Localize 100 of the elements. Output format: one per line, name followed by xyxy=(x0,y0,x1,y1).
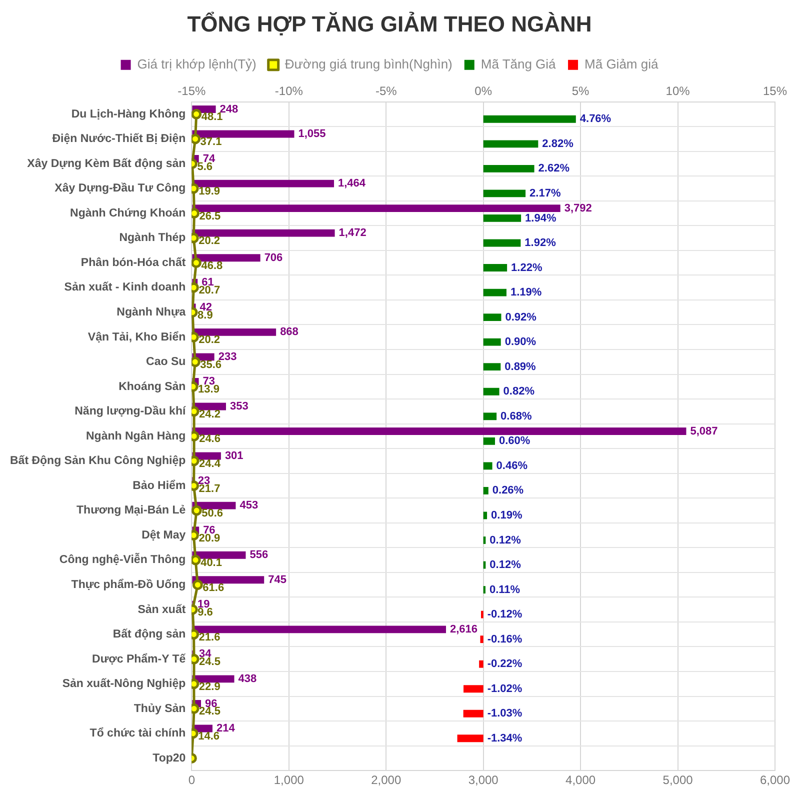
y-tick-label: Năng lượng-Dầu khí xyxy=(74,406,186,418)
y-tick-label: Top20 xyxy=(152,752,186,764)
data-label: 50.6 xyxy=(202,508,224,520)
y-tick-label: Điện Nước-Thiết Bị Điện xyxy=(52,133,186,146)
x-tick-label: 4,000 xyxy=(566,773,596,788)
y-tick-label: Xây Dựng-Đầu Tư Công xyxy=(54,182,186,195)
y-tick-label: Du Lịch-Hàng Không xyxy=(71,108,186,120)
y-tick-label: Bất Động Sản Khu Công Nghiệp xyxy=(10,455,186,468)
y-tick-label: Công nghệ-Viễn Thông xyxy=(59,552,186,566)
data-label: 20.2 xyxy=(198,334,220,346)
data-label: 0.19% xyxy=(491,509,522,522)
y-tick-label: Dược Phẩm-Y Tế xyxy=(92,652,186,666)
y-tick-label: Khoáng Sản xyxy=(118,380,186,393)
chart-title: TỔNG HỢP TĂNG GIẢM THEO NGÀNH xyxy=(187,11,592,36)
data-label: 1.19% xyxy=(510,286,542,299)
data-label: 2.17% xyxy=(530,187,561,200)
data-label: 21.7 xyxy=(198,482,220,495)
x-tick-label: 0 xyxy=(188,773,196,788)
y-tick-label: Cao Su xyxy=(146,356,186,368)
data-label: 745 xyxy=(268,574,286,586)
x2-tick-label: 0% xyxy=(474,84,492,98)
data-label: 1.94% xyxy=(525,212,556,224)
data-label: 0.68% xyxy=(500,410,532,422)
y-tick-label: Ngành Nhựa xyxy=(116,306,186,319)
data-label: 61.6 xyxy=(202,582,224,594)
y-tick-label: Phân bón-Hóa chất xyxy=(80,256,186,269)
x2-tick-label: 10% xyxy=(666,84,690,98)
data-label: 1,464 xyxy=(338,178,366,190)
data-label: 1,472 xyxy=(338,227,366,240)
y-tick-label: Sản xuất xyxy=(138,604,186,616)
y-tick-label: Xây Dựng Kèm Bất động sản xyxy=(27,158,186,170)
x2-tick-label: -5% xyxy=(375,84,398,98)
data-label: 21.6 xyxy=(198,631,220,644)
data-label: 353 xyxy=(230,400,248,413)
data-label: 35.6 xyxy=(200,358,222,371)
data-label: -1.34% xyxy=(487,732,522,744)
x2-tick-label: 5% xyxy=(572,84,590,98)
x-tick-label: 3,000 xyxy=(468,773,499,788)
data-label: 0.89% xyxy=(504,360,536,373)
data-label: 0.12% xyxy=(490,534,522,546)
data-label: 0.12% xyxy=(490,559,522,572)
data-label: 14.6 xyxy=(198,730,220,742)
x2-tick-label: -10% xyxy=(274,84,304,98)
data-label: 3,792 xyxy=(564,202,592,214)
legend-label: Mã Giảm giá xyxy=(584,56,659,72)
data-label: 20.9 xyxy=(198,532,220,544)
data-label: -0.22% xyxy=(487,658,522,670)
legend-label: Mã Tăng Giá xyxy=(480,56,557,72)
data-label: 24.2 xyxy=(199,408,220,420)
x-tick-label: 6,000 xyxy=(760,773,790,788)
data-label: 453 xyxy=(240,500,258,512)
data-label: 2.82% xyxy=(542,138,574,150)
y-tick-label: Ngành Chứng Khoán xyxy=(70,207,186,220)
y-tick-label: Sản xuất - Kinh doanh xyxy=(64,282,186,294)
y-tick-label: Thương Mại-Bán Lẻ xyxy=(76,504,186,517)
data-label: 0.92% xyxy=(505,311,537,324)
data-label: 0.60% xyxy=(499,435,530,448)
data-label: -1.02% xyxy=(487,682,522,695)
data-label: 24.6 xyxy=(199,433,220,446)
data-label: 0.26% xyxy=(492,484,524,497)
data-label: -0.16% xyxy=(487,633,522,646)
data-label: 301 xyxy=(224,450,244,462)
legend-label: Giá trị khớp lệnh(Tỷ) xyxy=(137,56,256,72)
data-label: 438 xyxy=(238,672,257,685)
data-label: 1.22% xyxy=(511,262,542,274)
data-label: 0.90% xyxy=(504,336,536,348)
y-tick-label: Bất động sản xyxy=(112,628,186,641)
x-tick-label: 2,000 xyxy=(371,773,402,788)
y-tick-label: Ngành Thép xyxy=(119,232,186,244)
y-tick-label: Tổ chức tài chính xyxy=(90,726,186,740)
data-label: 1.92% xyxy=(524,237,556,250)
data-label: 19.9 xyxy=(198,186,220,198)
data-label: 40.1 xyxy=(200,557,222,570)
data-label: 4.76% xyxy=(580,113,612,126)
data-label: 556 xyxy=(250,549,268,562)
y-tick-label: Sản xuất-Nông Nghiệp xyxy=(62,678,186,690)
x2-tick-label: -15% xyxy=(178,84,206,98)
data-label: 26.5 xyxy=(199,210,221,222)
data-label: 1,055 xyxy=(298,128,326,140)
data-label: 24.4 xyxy=(199,458,222,470)
data-label: 706 xyxy=(264,252,283,264)
data-label: 2.62% xyxy=(538,162,570,175)
data-label: 5,087 xyxy=(690,425,718,438)
y-tick-label: Bảo Hiểm xyxy=(132,478,186,492)
data-label: 20.2 xyxy=(198,235,220,248)
data-label: 22.9 xyxy=(198,680,220,693)
y-tick-label: Dệt May xyxy=(142,529,186,542)
data-label: 37.1 xyxy=(200,136,222,148)
data-label: 0.46% xyxy=(496,460,528,472)
y-tick-label: Thủy Sản xyxy=(134,702,186,715)
data-label: 0.82% xyxy=(503,386,535,398)
x-tick-label: 5,000 xyxy=(662,773,694,788)
y-tick-label: Ngành Ngân Hàng xyxy=(86,430,186,442)
data-label: -1.03% xyxy=(487,708,522,720)
y-tick-label: Vận Tải, Kho Biển xyxy=(88,330,186,344)
legend-label: Đường giá trung bình(Nghìn) xyxy=(284,56,452,72)
y-tick-label: Thực phẩm-Đồ Uống xyxy=(71,578,186,591)
data-label: 0.11% xyxy=(489,584,520,596)
data-label: 868 xyxy=(280,326,298,338)
data-label: 2,616 xyxy=(450,623,478,636)
